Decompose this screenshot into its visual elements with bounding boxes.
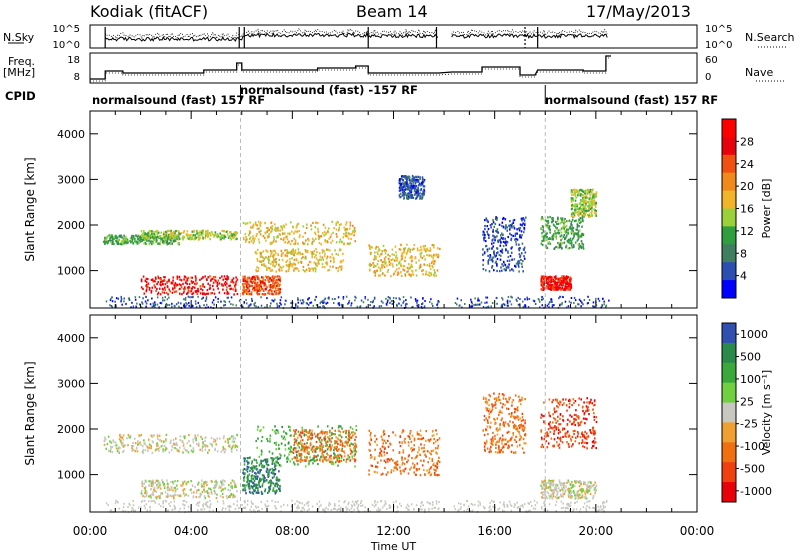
power-colorbar-seg-5 <box>722 208 736 227</box>
power-cbtick-2: 12 <box>740 225 754 238</box>
mhz-label: [MHz] <box>3 66 36 79</box>
cpid-label: CPID <box>5 89 36 103</box>
power-colorbar-seg-4 <box>722 190 736 209</box>
velocity-colorbar-seg-6 <box>722 442 736 463</box>
nsky-trace <box>104 31 608 42</box>
power-ytick-0: 1000 <box>57 265 85 278</box>
velocity-cbtick-3: 25 <box>740 395 754 408</box>
velocity-ytick-2: 3000 <box>57 377 85 390</box>
velocity-ytick-0: 1000 <box>57 469 85 482</box>
cpid-segment-3: normalsound (fast) 157 RF <box>545 93 719 107</box>
power-colorbar-label: Power [dB] <box>760 179 773 239</box>
velocity-cbtick-1: 500 <box>740 351 761 364</box>
freq-label: Freq. <box>8 55 36 68</box>
power-colorbar-seg-0 <box>722 119 736 138</box>
xtick-3: 12:00 <box>376 524 411 538</box>
power-cbtick-1: 8 <box>740 247 747 260</box>
velocity-colorbar-seg-2 <box>722 362 736 384</box>
sky-tick-top: 10^5 <box>53 24 80 35</box>
xtick-1: 04:00 <box>174 524 209 538</box>
velocity-colorbar-frame <box>721 322 737 503</box>
nave-tick-top: 60 <box>705 55 718 66</box>
nave-label: Nave <box>745 66 774 79</box>
velocity-ytick-3: 4000 <box>57 332 85 345</box>
nave-tick-bottom: 0 <box>705 72 711 83</box>
power-frame <box>89 110 698 309</box>
power-plot <box>103 174 610 310</box>
cpid-segment-2: normalsound (fast) -157 RF <box>240 83 418 97</box>
velocity-colorbar-seg-5 <box>722 422 736 443</box>
power-cbtick-6: 28 <box>740 135 754 148</box>
velocity-colorbar-seg-3 <box>722 382 736 404</box>
velocity-plot <box>103 392 608 514</box>
nsearch-trace <box>104 27 608 40</box>
power-cbtick-0: 4 <box>740 270 747 283</box>
velocity-cbtick-7: -1000 <box>740 485 772 498</box>
sky-panel <box>89 24 698 49</box>
nave-trace <box>90 57 611 82</box>
power-colorbar-seg-9 <box>722 280 736 299</box>
search-tick-top: 10^5 <box>705 24 732 35</box>
power-colorbar-seg-8 <box>722 262 736 281</box>
freq-tick-top: 18 <box>67 55 80 66</box>
power-ytick-3: 4000 <box>57 128 85 141</box>
power-colorbar-seg-1 <box>722 136 736 156</box>
velocity-ylabel: Slant Range [km] <box>23 361 37 465</box>
station-title: Kodiak (fitACF) <box>90 2 209 21</box>
xtick-6: 00:00 <box>680 524 715 538</box>
velocity-frame <box>89 314 698 513</box>
velocity-cbtick-5: -100 <box>740 440 765 453</box>
search-tick-bottom: 10^0 <box>705 40 732 51</box>
nsearch-label: N.Search <box>745 31 795 44</box>
velocity-colorbar-seg-0 <box>722 323 736 344</box>
xtick-4: 16:00 <box>477 524 512 538</box>
velocity-cbtick-0: 1000 <box>740 328 768 341</box>
power-cbtick-5: 24 <box>740 158 754 171</box>
power-colorbar-seg-7 <box>722 244 736 263</box>
velocity-colorbar-seg-8 <box>722 482 736 503</box>
xlabel: Time UT <box>370 540 416 553</box>
freq-panel <box>89 52 698 84</box>
date-title: 17/May/2013 <box>586 2 691 21</box>
velocity-ytick-1: 2000 <box>57 423 85 436</box>
power-ytick-1: 2000 <box>57 219 85 232</box>
velocity-cbtick-2: 100 <box>740 373 761 386</box>
freq-tick-bottom: 8 <box>74 72 80 83</box>
freq-trace <box>90 55 611 80</box>
power-cbtick-3: 16 <box>740 203 754 216</box>
beam-title: Beam 14 <box>356 2 428 21</box>
xtick-0: 00:00 <box>73 524 108 538</box>
velocity-cbtick-4: -25 <box>740 418 758 431</box>
velocity-colorbar-label: Velocity [m s⁻¹] <box>760 370 773 455</box>
nsky-label: N.Sky <box>3 31 35 44</box>
power-colorbar-seg-6 <box>722 226 736 245</box>
velocity-colorbar-seg-4 <box>722 402 736 423</box>
sky-tick-bottom: 10^0 <box>53 40 80 51</box>
power-ytick-2: 3000 <box>57 173 85 186</box>
power-colorbar-seg-3 <box>722 172 736 192</box>
power-cbtick-4: 20 <box>740 180 754 193</box>
power-colorbar-seg-2 <box>722 154 736 174</box>
velocity-cbtick-6: -500 <box>740 462 765 475</box>
xtick-2: 08:00 <box>275 524 310 538</box>
power-ylabel: Slant Range [km] <box>23 157 37 261</box>
xtick-5: 20:00 <box>579 524 614 538</box>
velocity-colorbar-seg-7 <box>722 462 736 483</box>
velocity-colorbar-seg-1 <box>722 342 736 364</box>
cpid-segment-1: normalsound (fast) 157 RF <box>92 93 266 107</box>
